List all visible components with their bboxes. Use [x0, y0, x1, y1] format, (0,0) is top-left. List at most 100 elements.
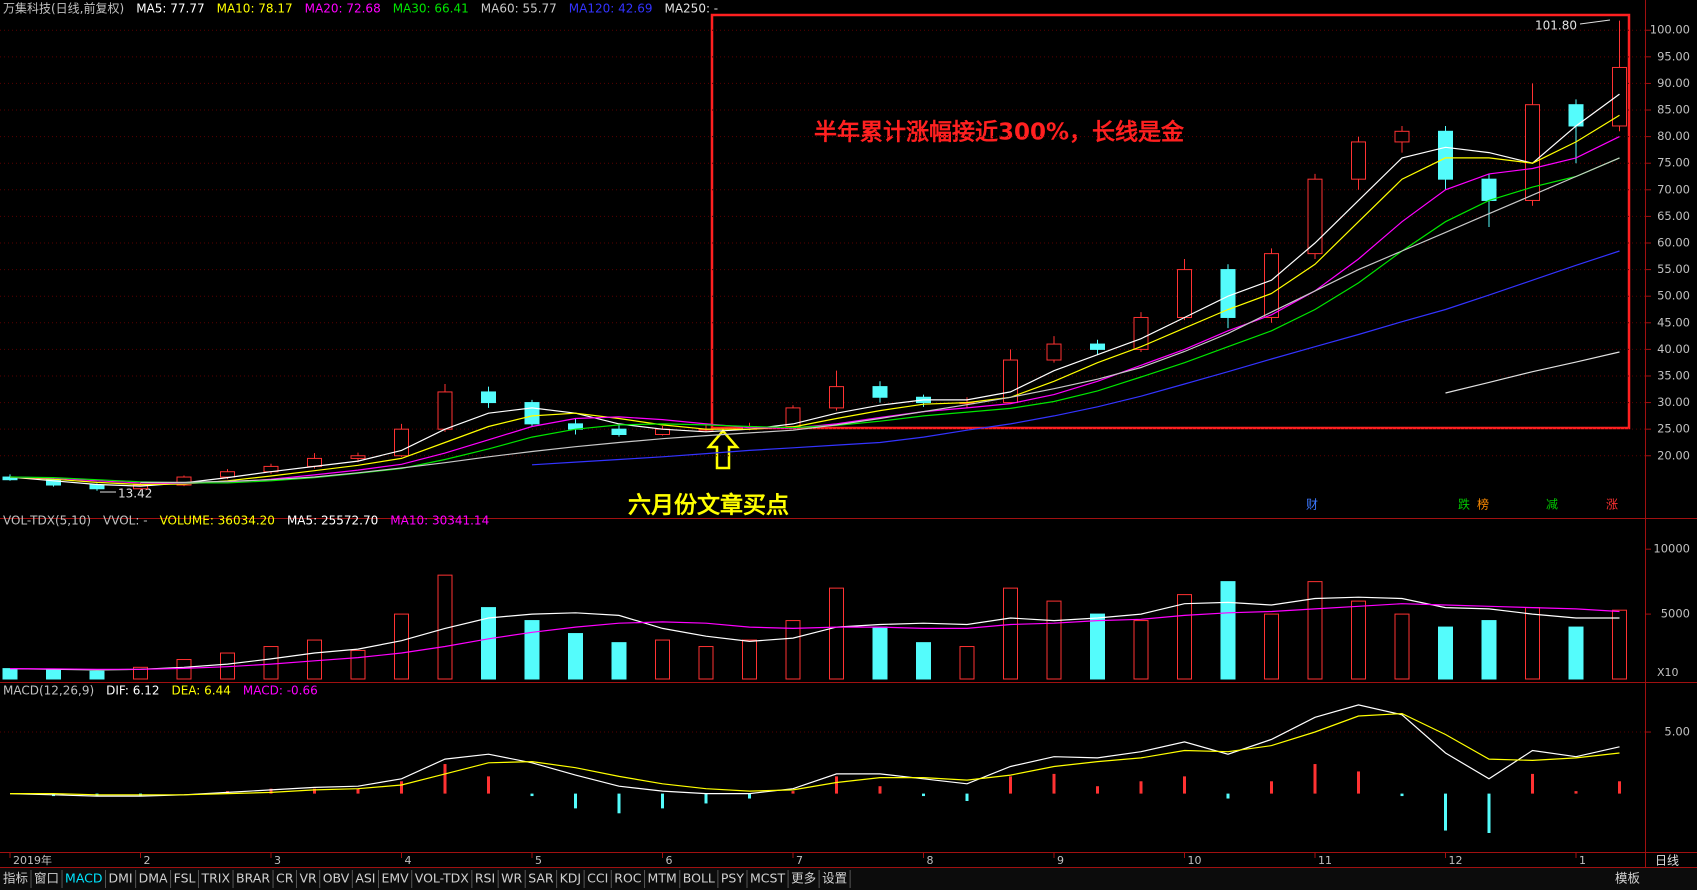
- header-label: MA10: 78.17: [217, 2, 293, 16]
- volume-bar: [698, 646, 714, 680]
- tab[interactable]: MACD: [65, 871, 102, 886]
- candle-body: [176, 476, 192, 486]
- volume-bar: [481, 607, 496, 680]
- indicator-line: [140, 157, 1620, 483]
- tab[interactable]: ASI: [355, 871, 375, 886]
- x-tick-label: 6: [666, 854, 673, 867]
- header-label: MA60: 55.77: [481, 2, 557, 16]
- header-label: DIF: 6.12: [106, 684, 159, 698]
- candle-body: [350, 455, 366, 459]
- volume-bar: [1525, 607, 1540, 680]
- indicator-line: [10, 712, 1620, 796]
- volume-bar: [872, 626, 888, 680]
- x-tick-label: 2019年: [13, 853, 52, 867]
- y-tick-label: 70.00: [1657, 182, 1690, 196]
- candle-body: [1046, 343, 1062, 361]
- tab[interactable]: VOL-TDX: [415, 871, 470, 886]
- high-label: 101.80: [1535, 19, 1577, 33]
- low-label: 13.42: [118, 487, 152, 501]
- tab[interactable]: BOLL: [683, 871, 715, 886]
- tab-bar: [0, 868, 1697, 890]
- tab[interactable]: CCI: [587, 871, 608, 886]
- tab[interactable]: RSI: [475, 871, 495, 886]
- tab[interactable]: 模板: [1615, 871, 1641, 886]
- tab[interactable]: DMI: [109, 871, 133, 886]
- x-tick-label: 5: [535, 854, 542, 867]
- tab[interactable]: ROC: [614, 871, 642, 886]
- y-tick-label: 85.00: [1657, 103, 1690, 117]
- tab[interactable]: MTM: [648, 871, 677, 886]
- buy-arrow: [706, 429, 740, 470]
- x-tick-label: 9: [1057, 854, 1064, 867]
- tab[interactable]: 窗口: [34, 871, 59, 886]
- x-tick-label: 12: [1449, 854, 1463, 867]
- event-marker: 榜: [1477, 497, 1489, 512]
- tab[interactable]: 设置: [822, 871, 847, 886]
- indicator-line: [9, 93, 1620, 487]
- candle-body: [611, 428, 627, 435]
- volume-bar: [263, 646, 279, 680]
- tab[interactable]: KDJ: [560, 871, 582, 886]
- header-label: MA250: -: [664, 2, 718, 16]
- y-tick-label: 5000: [1661, 607, 1690, 621]
- event-marker: 减: [1546, 498, 1558, 512]
- candle-body: [437, 391, 453, 430]
- tab[interactable]: PSY: [721, 871, 744, 886]
- tab[interactable]: BRAR: [236, 871, 270, 886]
- annotation: 半年累计涨幅接近300%，长线是金: [814, 119, 1185, 146]
- x-tick-label: 8: [927, 854, 934, 867]
- tab[interactable]: CR: [276, 871, 294, 886]
- tab[interactable]: MCST: [750, 871, 785, 886]
- candle-body: [1090, 343, 1105, 350]
- candle-body: [1438, 130, 1453, 180]
- volume-bar: [1003, 587, 1018, 680]
- candle-body: [1264, 253, 1279, 318]
- volume-bar: [1612, 609, 1627, 680]
- volume-bar: [742, 639, 757, 680]
- highlight-box: [710, 13, 1631, 430]
- volume-bar: [785, 620, 801, 680]
- candle-body: [1133, 316, 1149, 350]
- volume-bar: [1177, 594, 1192, 680]
- header-label: VVOL: -: [103, 514, 148, 528]
- candle-body: [1177, 269, 1192, 318]
- volume-bar: [1394, 613, 1410, 680]
- tab[interactable]: EMV: [382, 871, 410, 886]
- volume-bar: [350, 649, 366, 680]
- y-tick-label: 75.00: [1657, 156, 1690, 170]
- x-tick-label: 7: [796, 854, 803, 867]
- volume-bar: [394, 613, 409, 680]
- indicator-line: [9, 704, 1620, 797]
- x-tick-label: 11: [1318, 854, 1332, 867]
- y-tick-label: 55.00: [1657, 262, 1690, 276]
- volume-bar: [89, 670, 105, 680]
- x-tick-label: 3: [274, 854, 281, 867]
- candle-body: [1481, 178, 1497, 201]
- tab[interactable]: 指标: [3, 871, 28, 886]
- y-tick-label: 60.00: [1657, 236, 1690, 250]
- indicator-line: [9, 157, 1620, 484]
- event-marker: 财: [1306, 498, 1318, 512]
- high-leader: [1579, 19, 1611, 25]
- header-label: MA20: 72.68: [305, 2, 381, 16]
- tab[interactable]: 更多: [791, 871, 816, 886]
- volume-bar: [1568, 626, 1584, 680]
- volume-bar: [176, 659, 192, 680]
- tab[interactable]: VR: [299, 871, 317, 886]
- tab[interactable]: DMA: [139, 871, 168, 886]
- tab[interactable]: FSL: [174, 871, 196, 886]
- tab[interactable]: SAR: [528, 871, 554, 886]
- header-label: 万集科技(日线,前复权): [3, 1, 124, 16]
- y-tick-label: 65.00: [1657, 209, 1690, 223]
- tab[interactable]: WR: [501, 871, 522, 886]
- tab[interactable]: OBV: [323, 871, 350, 886]
- tab[interactable]: TRIX: [200, 871, 230, 886]
- y-tick-label: 45.00: [1657, 315, 1690, 329]
- volume-bar: [524, 620, 540, 680]
- volume-bar: [2, 668, 18, 680]
- volume-bar: [1133, 620, 1149, 680]
- candle-body: [829, 386, 844, 409]
- x-tick-label: 1: [1579, 854, 1586, 867]
